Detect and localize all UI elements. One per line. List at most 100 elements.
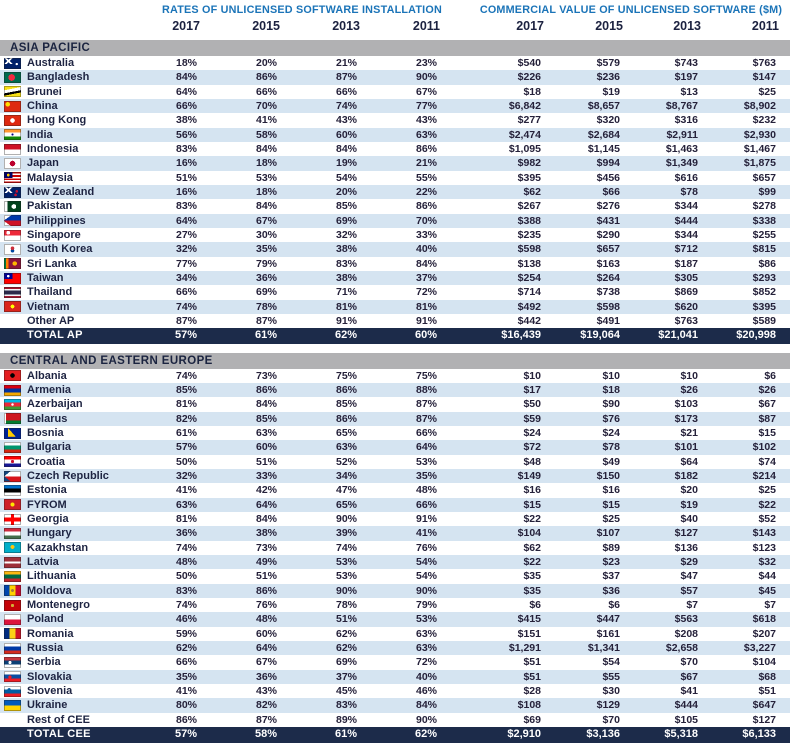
- country-label: Croatia: [27, 455, 65, 468]
- country-label: Moldova: [27, 584, 72, 597]
- total-label: TOTAL CEE: [27, 728, 91, 741]
- country-label: Hungary: [27, 527, 72, 540]
- table-row: Azerbaijan 81% 84% 85% 87% $50 $90 $103 $67: [0, 397, 790, 411]
- country-label: New Zealand: [27, 185, 95, 198]
- total-label: TOTAL AP: [27, 329, 83, 342]
- flag-bulgaria-icon: [4, 442, 21, 454]
- rate-cell: 63%: [415, 627, 437, 640]
- country-cell: Malaysia: [0, 171, 117, 185]
- rate-cell: 40%: [415, 243, 437, 256]
- value-cell: $26: [758, 384, 776, 397]
- flag-spacer: [4, 714, 21, 725]
- value-cell: $15: [758, 427, 776, 440]
- rate-cell: 84%: [415, 699, 437, 712]
- table-row: India 56% 58% 60% 63% $2,474 $2,684 $2,911 $2,93…: [0, 127, 790, 142]
- value-cell: $150: [596, 470, 620, 483]
- country-label: Estonia: [27, 484, 67, 497]
- rate-cell: 41%: [415, 527, 437, 540]
- value-cell: $7: [686, 599, 698, 612]
- rate-cell: 76%: [415, 541, 437, 554]
- value-cell: $869: [674, 286, 698, 299]
- value-cell: $207: [752, 627, 776, 640]
- rate-cell: 35%: [255, 243, 277, 256]
- value-cell: $1,349: [665, 157, 698, 170]
- rate-cell: 76%: [255, 599, 277, 612]
- value-cell: $70: [680, 656, 698, 669]
- rate-cell: 37%: [335, 670, 357, 683]
- flag-lithuania-icon: [4, 571, 21, 583]
- country-cell: Poland: [0, 612, 117, 626]
- flag-pakistan-icon: [4, 200, 21, 212]
- value-cell: $1,291: [508, 642, 541, 655]
- value-cell: $22: [523, 556, 541, 569]
- country-cell: Armenia: [0, 383, 117, 397]
- rate-cell: 53%: [335, 556, 357, 569]
- country-label: Sri Lanka: [27, 257, 77, 270]
- value-cell: $19: [680, 498, 698, 511]
- value-cell: $57: [680, 584, 698, 597]
- rate-cell: 56%: [175, 128, 197, 141]
- country-cell: Azerbaijan: [0, 397, 117, 411]
- total-value-cell: $6,133: [742, 728, 776, 741]
- rate-cell: 66%: [335, 85, 357, 98]
- flag-estonia-icon: [4, 485, 21, 497]
- table-row: Taiwan 34% 36% 38% 37% $254 $264 $305 $293: [0, 270, 790, 286]
- value-cell: $151: [517, 627, 541, 640]
- rate-cell: 66%: [175, 286, 197, 299]
- rate-cell: 27%: [175, 228, 197, 241]
- rate-cell: 87%: [255, 713, 277, 726]
- rate-cell: 79%: [415, 599, 437, 612]
- rate-cell: 18%: [255, 185, 277, 198]
- rate-cell: 54%: [415, 556, 437, 569]
- value-cell: $6,842: [508, 99, 541, 112]
- country-cell: Thailand: [0, 285, 117, 299]
- value-cell: $277: [517, 114, 541, 127]
- country-label: Bangladesh: [27, 71, 90, 84]
- country-label: FYROM: [27, 498, 67, 511]
- table-row: Latvia 48% 49% 53% 54% $22 $23 $29 $32: [0, 555, 790, 570]
- flag-malaysia-icon: [4, 172, 21, 184]
- rate-cell: 83%: [175, 200, 197, 213]
- rate-cell: 55%: [415, 171, 437, 184]
- rate-cell: 83%: [175, 142, 197, 155]
- value-cell: $37: [602, 570, 620, 583]
- country-label: Albania: [27, 369, 67, 382]
- value-cell: $26: [680, 384, 698, 397]
- country-cell: Philippines: [0, 214, 117, 228]
- table-row: Russia 62% 64% 62% 63% $1,291 $1,341 $2,658 $3,2…: [0, 641, 790, 656]
- rate-cell: 65%: [335, 498, 357, 511]
- value-cell: $3,227: [743, 642, 776, 655]
- rate-cell: 38%: [335, 271, 357, 284]
- table-row: Bulgaria 57% 60% 63% 64% $72 $78 $101 $102: [0, 440, 790, 455]
- rate-cell: 74%: [175, 599, 197, 612]
- country-label: Ukraine: [27, 699, 68, 712]
- rate-cell: 72%: [415, 286, 437, 299]
- table-row: Armenia 85% 86% 86% 88% $17 $18 $26 $26: [0, 383, 790, 398]
- total-value-cell: $16,439: [501, 329, 541, 342]
- rate-cell: 83%: [335, 699, 357, 712]
- rate-cell: 87%: [415, 398, 437, 411]
- country-label: India: [27, 128, 53, 141]
- table-row: Hong Kong 38% 41% 43% 43% $277 $320 $316 $232: [0, 113, 790, 127]
- country-cell: Rest of CEE: [0, 713, 117, 727]
- flag-spacer: [4, 729, 21, 740]
- table-row: China 66% 70% 74% 77% $6,842 $8,657 $8,767 $8,90…: [0, 98, 790, 114]
- table-row: Pakistan 83% 84% 85% 86% $267 $276 $344 $278: [0, 199, 790, 213]
- rate-cell: 91%: [415, 513, 437, 526]
- flag-indonesia-icon: [4, 143, 21, 155]
- rate-cell: 46%: [175, 613, 197, 626]
- rate-cell: 62%: [335, 642, 357, 655]
- value-cell: $108: [517, 699, 541, 712]
- rate-cell: 38%: [255, 527, 277, 540]
- rate-cell: 85%: [335, 398, 357, 411]
- table-row: Bangladesh 84% 86% 87% 90% $226 $236 $197 $147: [0, 70, 790, 85]
- country-cell: Russia: [0, 641, 117, 655]
- rate-cell: 77%: [415, 99, 437, 112]
- country-cell: Montenegro: [0, 598, 117, 612]
- flag-bosnia-icon: [4, 427, 21, 439]
- value-cell: $344: [674, 228, 698, 241]
- rate-cell: 43%: [335, 114, 357, 127]
- country-label: Vietnam: [27, 300, 70, 313]
- total-rate-cell: 61%: [254, 329, 277, 342]
- value-cell: $69: [523, 713, 541, 726]
